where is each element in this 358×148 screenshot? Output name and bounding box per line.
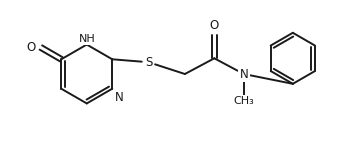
Text: O: O: [27, 41, 36, 54]
Text: N: N: [240, 67, 248, 81]
Text: N: N: [115, 91, 124, 104]
Text: NH: NH: [78, 34, 95, 44]
Text: O: O: [210, 19, 219, 32]
Text: CH₃: CH₃: [233, 96, 254, 106]
Text: S: S: [145, 56, 152, 69]
